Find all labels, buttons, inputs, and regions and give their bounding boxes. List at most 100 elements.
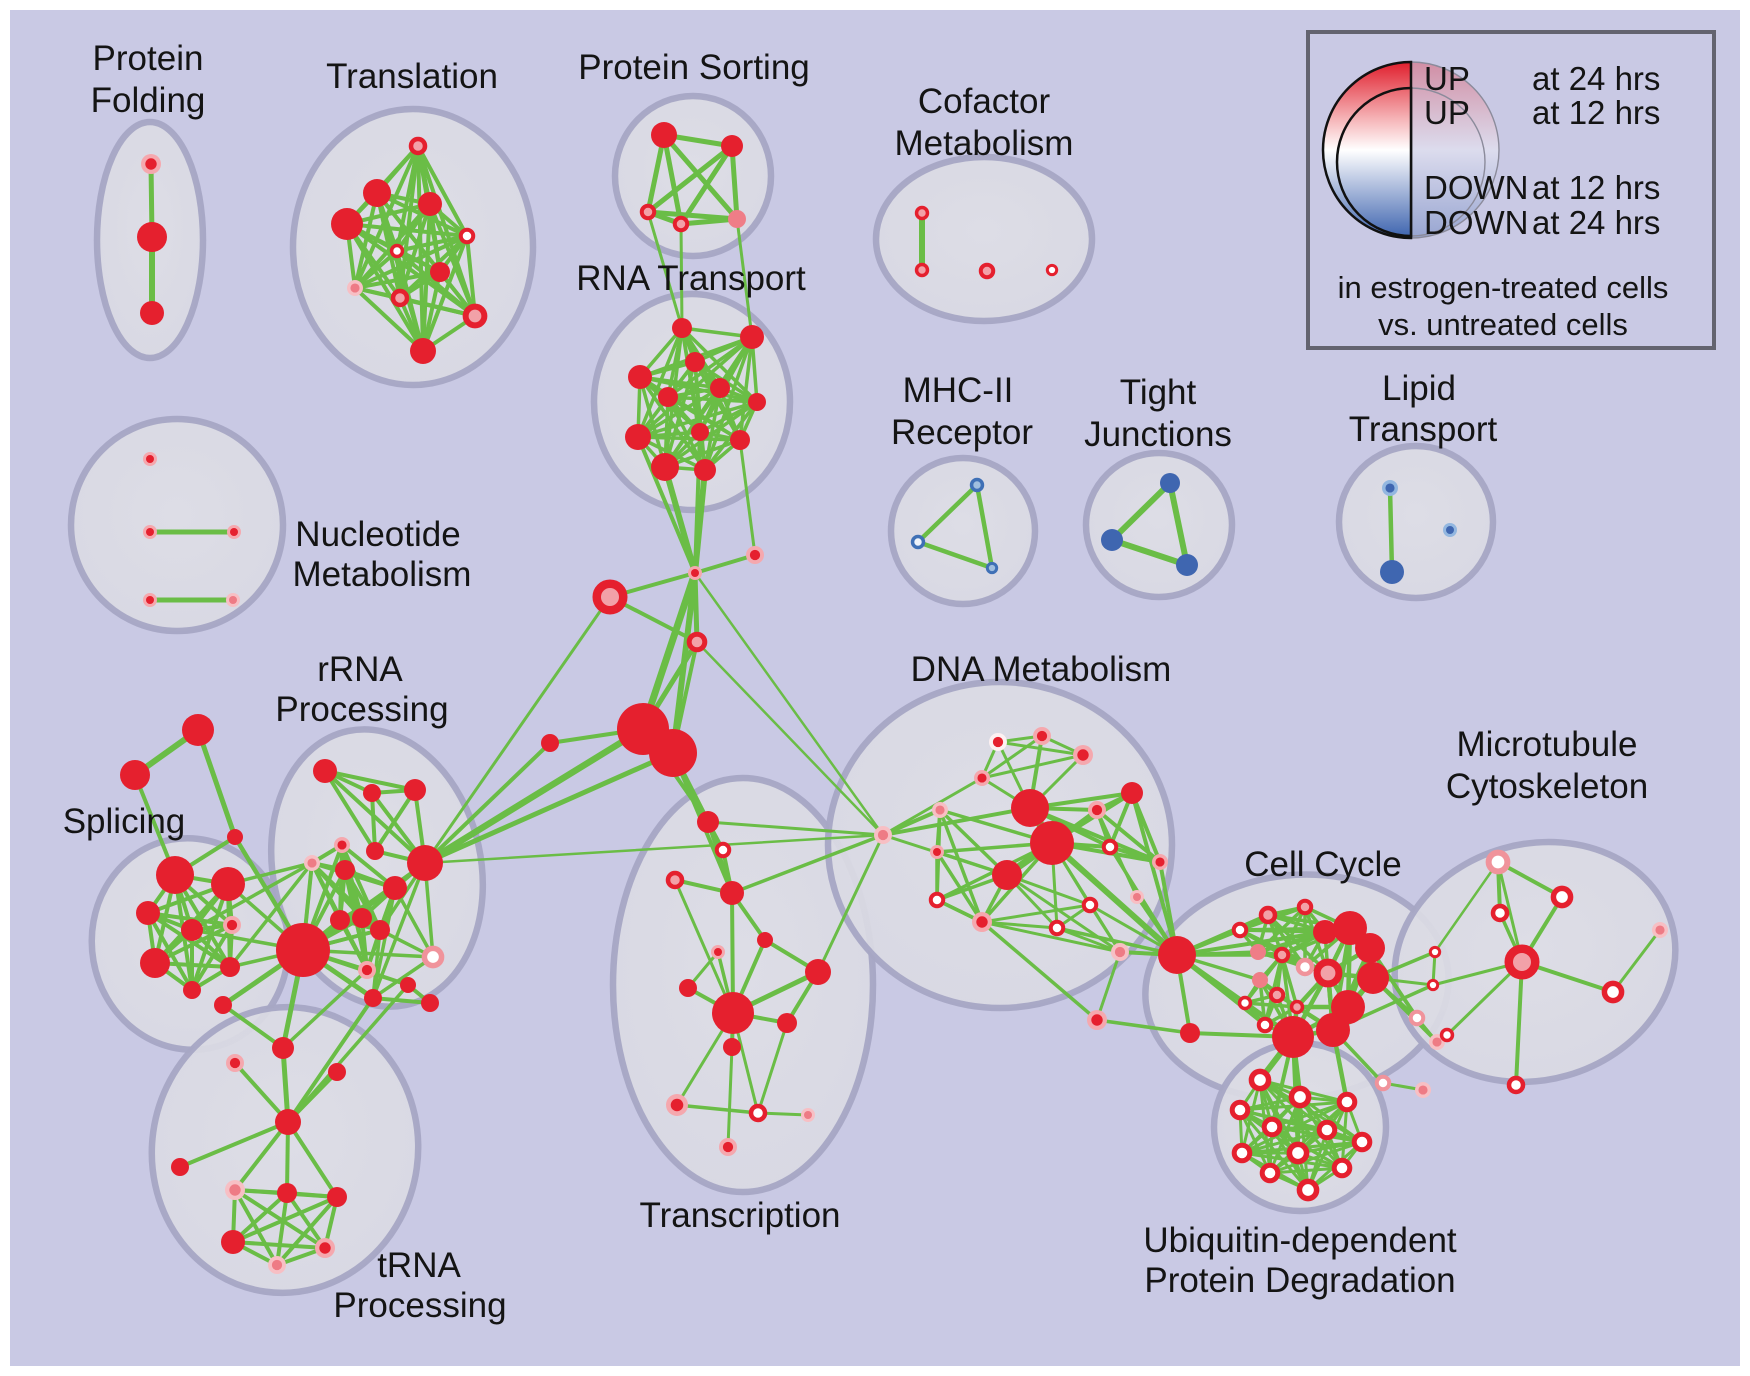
edge [703, 386, 722, 472]
node-cc3 [1333, 911, 1367, 945]
node-tr4 [331, 208, 363, 240]
edge [980, 920, 1122, 954]
node-tx5 [757, 932, 773, 948]
edge [465, 234, 477, 318]
node-rr4 [334, 837, 350, 853]
cluster-label-translation: Translation [326, 57, 498, 96]
node-tx3 [665, 870, 685, 890]
legend-time-3: at 24 hrs [1532, 204, 1660, 241]
node-dm18 [1130, 890, 1144, 904]
node-lt2 [1380, 560, 1404, 584]
edge [693, 430, 702, 575]
cluster-label-rrna-2: Processing [275, 690, 448, 729]
cluster-label-transcription: Transcription [640, 1196, 841, 1235]
node-ps5 [728, 210, 746, 228]
node-dm1 [989, 733, 1007, 751]
node-ub1 [1248, 1068, 1272, 1092]
node-cc10 [1357, 962, 1389, 994]
node-nm4 [143, 593, 157, 607]
node-rt9 [691, 423, 709, 441]
legend-circle-inner-right [1410, 87, 1486, 237]
edge [646, 210, 684, 330]
edge [323, 769, 377, 853]
edge [221, 1003, 285, 1050]
node-dm21 [1180, 1023, 1200, 1043]
node-rr2 [363, 784, 381, 802]
edge [345, 222, 425, 353]
edge [323, 769, 417, 792]
node-rt3 [628, 365, 652, 389]
node-ch7 [541, 734, 559, 752]
node-dm4 [974, 770, 990, 786]
node-cc19 [1408, 1009, 1426, 1027]
node-cf4 [1045, 263, 1059, 277]
edge [1088, 903, 1122, 954]
edge [816, 833, 885, 974]
edge [735, 217, 754, 339]
node-cc17 [1272, 1016, 1314, 1058]
node-dm17 [1152, 854, 1168, 870]
node-tx6 [711, 945, 725, 959]
node-cc23 [1231, 921, 1249, 939]
node-tx8 [805, 959, 831, 985]
node-tn12 [221, 1230, 245, 1254]
node-ub6 [1316, 1119, 1338, 1141]
edge [675, 1103, 760, 1115]
edge [353, 270, 442, 290]
edge [638, 375, 667, 469]
node-rt12 [694, 459, 716, 481]
edge [703, 335, 754, 472]
node-rt5 [710, 378, 730, 398]
edge [638, 375, 707, 472]
edge [915, 539, 995, 571]
node-cc12 [1268, 986, 1286, 1004]
legend-time-2: at 12 hrs [1532, 169, 1660, 206]
cluster-label-cell-cycle: Cell Cycle [1244, 845, 1402, 884]
node-tx2 [714, 841, 732, 859]
edge [421, 270, 442, 353]
node-ub11 [1259, 1162, 1281, 1184]
edge [645, 132, 667, 215]
edge [706, 820, 885, 837]
node-tr1 [408, 136, 428, 156]
edge [1514, 960, 1524, 1087]
node-mc2 [1550, 885, 1574, 909]
edge [881, 833, 1009, 877]
node-sp6 [136, 901, 160, 925]
node-tr11 [410, 338, 436, 364]
edge [636, 435, 697, 575]
node-mh1 [969, 477, 985, 493]
edge [370, 791, 377, 853]
cluster-label-microtubule-1: Microtubule [1457, 725, 1638, 764]
edge [428, 202, 477, 318]
node-mc4 [1504, 944, 1540, 980]
cluster-ellipse-mhc-ii-receptor [887, 454, 1039, 608]
node-dm13 [928, 891, 946, 909]
edge [275, 1191, 289, 1267]
node-rt10 [730, 430, 750, 450]
node-rr6 [335, 860, 355, 880]
node-mc6 [1426, 978, 1440, 992]
node-dm2 [1033, 727, 1051, 745]
node-mc8 [1652, 922, 1668, 938]
edge [693, 571, 885, 837]
node-ps2 [721, 135, 743, 157]
node-cc14 [1256, 1016, 1274, 1034]
node-ub2 [1288, 1085, 1312, 1109]
node-cc5 [1313, 920, 1337, 944]
node-cc8 [1295, 957, 1315, 977]
node-mc1 [1485, 849, 1511, 875]
node-dm19 [1111, 943, 1129, 961]
node-dm9 [1030, 821, 1074, 865]
edge [1167, 480, 1190, 568]
node-cc22 [1415, 1082, 1431, 1098]
node-ps3 [639, 203, 657, 221]
edge [353, 249, 399, 290]
node-tx7 [679, 979, 697, 997]
node-rr5 [304, 855, 320, 871]
node-tx1 [697, 811, 719, 833]
node-sp11 [183, 981, 201, 999]
node-br1 [874, 826, 892, 844]
legend-direction-0: UP [1424, 60, 1470, 97]
